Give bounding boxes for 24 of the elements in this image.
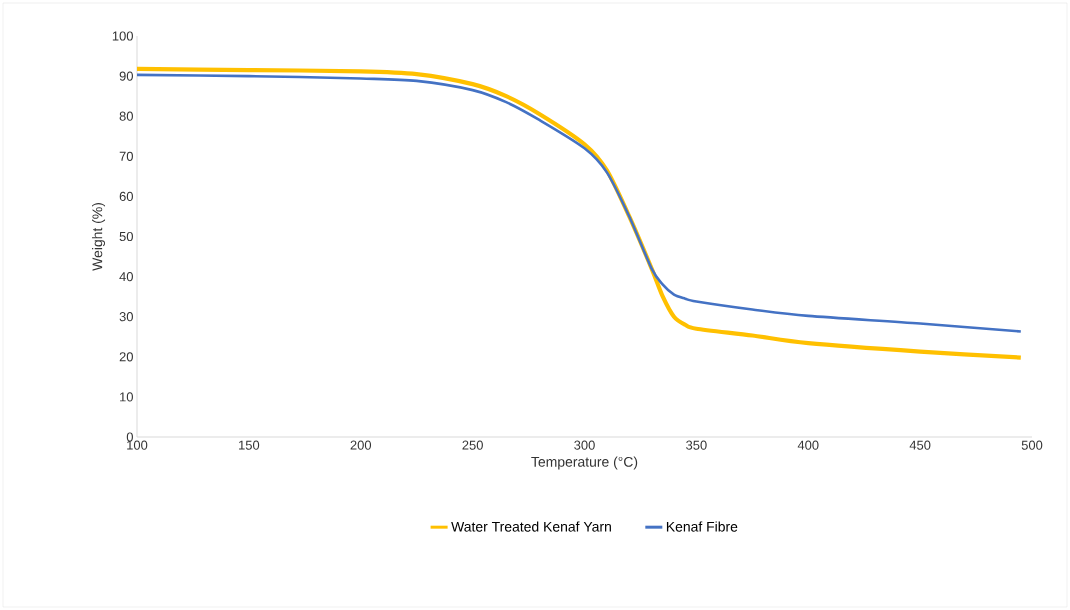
y-tick-label: 100 <box>112 31 133 41</box>
x-tick-label: 300 <box>574 440 595 450</box>
y-tick-label: 60 <box>119 191 133 201</box>
x-tick-label: 450 <box>909 440 931 450</box>
x-axis-title: Temperature (°C) <box>531 456 638 470</box>
x-tick-label: 500 <box>1021 440 1043 450</box>
y-tick-label: 10 <box>120 392 133 402</box>
y-tick-label: 20 <box>119 352 133 362</box>
y-tick-label: 80 <box>119 111 133 121</box>
x-tick-label: 250 <box>462 440 483 450</box>
y-tick-label: 90 <box>119 71 133 81</box>
legend-label: Kenaf Fibre <box>666 521 738 532</box>
legend-label: Water Treated Kenaf Yarn <box>451 521 611 532</box>
x-tick-label: 200 <box>350 440 372 450</box>
y-tick-label: 50 <box>119 231 133 242</box>
y-tick-label: 70 <box>119 151 133 161</box>
y-axis-title: Weight (%) <box>92 203 106 271</box>
x-tick-label: 350 <box>686 440 707 450</box>
x-tick-label: 150 <box>239 440 260 450</box>
x-tick-label: 400 <box>797 440 819 450</box>
y-tick-label: 30 <box>119 312 133 322</box>
y-tick-label: 40 <box>119 272 133 282</box>
y-tick-label: 0 <box>126 432 133 442</box>
x-tick-label: 100 <box>127 440 148 450</box>
